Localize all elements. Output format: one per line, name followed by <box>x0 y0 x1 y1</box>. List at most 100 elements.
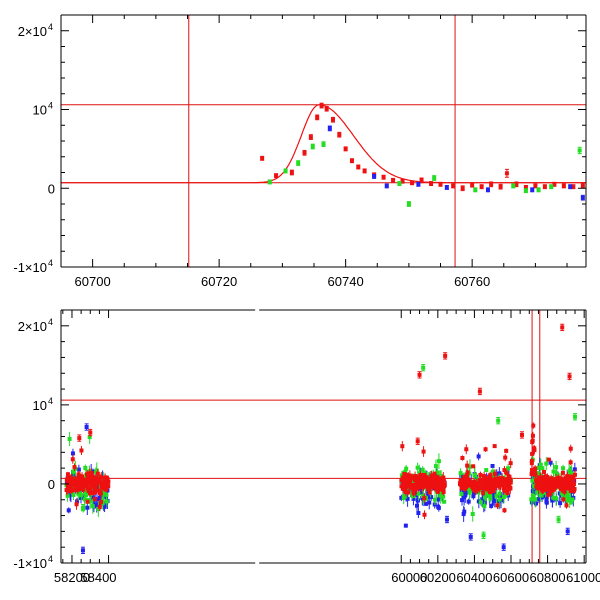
data-point <box>432 483 437 488</box>
data-point <box>508 461 513 466</box>
data-point <box>482 475 487 480</box>
data-point <box>83 465 88 470</box>
data-point <box>404 494 409 499</box>
data-point <box>477 485 482 490</box>
data-point <box>568 460 573 465</box>
data-point <box>85 505 90 510</box>
data-point <box>568 477 573 482</box>
data-point <box>464 473 469 478</box>
data-point <box>543 480 548 485</box>
data-point <box>565 529 570 534</box>
data-point <box>321 142 326 147</box>
data-point <box>76 467 81 472</box>
data-point <box>484 491 489 496</box>
data-point <box>504 171 509 176</box>
data-point <box>533 466 538 471</box>
y-tick-exponent: 4 <box>48 258 53 268</box>
data-point <box>106 484 111 489</box>
y-tick-label: -1×10 <box>13 556 47 571</box>
data-point <box>330 117 335 122</box>
data-point <box>471 486 476 491</box>
data-point <box>497 491 502 496</box>
data-point <box>402 478 407 483</box>
data-point <box>504 448 509 453</box>
data-point <box>406 490 411 495</box>
data-point <box>470 512 475 517</box>
data-point <box>548 476 553 481</box>
data-point <box>399 495 404 500</box>
data-point <box>95 471 100 476</box>
data-point <box>94 497 99 502</box>
data-point <box>103 483 108 488</box>
data-point <box>424 475 429 480</box>
data-point <box>508 479 513 484</box>
data-point <box>489 182 494 187</box>
data-point <box>407 473 412 478</box>
data-point <box>438 493 443 498</box>
data-point <box>99 485 104 490</box>
data-point <box>105 481 110 486</box>
data-point <box>565 495 570 500</box>
data-point <box>104 499 109 504</box>
data-point <box>436 497 441 502</box>
data-point <box>545 478 550 483</box>
data-point <box>81 483 86 488</box>
data-point <box>464 447 469 452</box>
data-point <box>570 497 575 502</box>
data-point <box>536 496 541 501</box>
data-point <box>73 477 78 482</box>
data-point <box>416 485 421 490</box>
data-point <box>415 465 420 470</box>
series-0 <box>260 102 585 192</box>
data-point <box>343 146 348 151</box>
data-point <box>78 474 83 479</box>
data-point <box>554 476 559 481</box>
data-point <box>349 158 354 163</box>
data-point <box>496 482 501 487</box>
data-point <box>362 168 367 173</box>
data-point <box>463 486 468 491</box>
data-point <box>505 481 510 486</box>
data-point <box>531 493 536 498</box>
data-point <box>535 479 540 484</box>
data-point <box>494 494 499 499</box>
data-point <box>478 477 483 482</box>
data-point <box>462 509 467 514</box>
data-point <box>66 508 71 513</box>
data-point <box>552 182 557 187</box>
data-point <box>91 480 96 485</box>
data-point <box>544 499 549 504</box>
data-point <box>506 466 511 471</box>
data-point <box>337 132 342 137</box>
x-tick-label: 58200 <box>54 570 90 585</box>
data-point <box>523 188 528 193</box>
x-tick-label: 60200 <box>420 570 456 585</box>
data-point <box>443 353 448 358</box>
data-point <box>98 475 103 480</box>
data-point <box>416 475 421 480</box>
data-point <box>93 485 98 490</box>
data-point <box>474 481 479 486</box>
data-point <box>405 496 410 501</box>
data-point <box>556 476 561 481</box>
data-point <box>529 458 534 463</box>
data-point <box>478 500 483 505</box>
data-point <box>441 477 446 482</box>
y-tick-label: -1×10 <box>13 260 47 275</box>
data-point <box>505 476 510 481</box>
data-point <box>493 471 498 476</box>
data-point <box>458 478 463 483</box>
data-point <box>84 493 89 498</box>
data-point <box>540 478 545 483</box>
data-point <box>422 496 427 501</box>
data-point <box>442 499 447 504</box>
data-point <box>71 492 76 497</box>
data-point <box>435 470 440 475</box>
y-tick-exponent: 4 <box>48 554 53 564</box>
data-point <box>458 471 463 476</box>
data-point <box>470 183 475 188</box>
data-point <box>80 505 85 510</box>
data-point <box>438 482 443 487</box>
data-point <box>550 498 555 503</box>
